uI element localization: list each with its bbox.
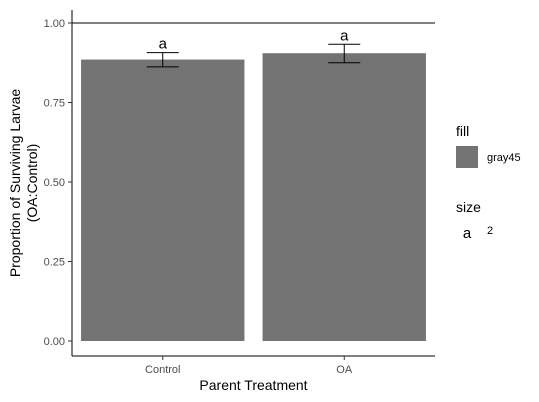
legend-size-title: size	[456, 199, 481, 215]
x-tick-label: Control	[145, 364, 180, 376]
y-tick-label: 0.50	[44, 177, 65, 189]
error-bars	[146, 43, 361, 68]
x-axis-ticks: Control OA	[145, 356, 353, 376]
y-tick-label: 1.00	[44, 18, 65, 30]
x-axis-title: Parent Treatment	[199, 377, 307, 393]
y-axis-ticks: 0.00 0.25 0.50 0.75 1.00	[44, 18, 72, 348]
legend-fill-label: gray45	[487, 152, 521, 164]
significance-label: a	[159, 36, 168, 53]
legend-size-label: 2	[487, 225, 493, 237]
bar-control	[81, 59, 245, 341]
x-tick-label: OA	[336, 364, 353, 376]
significance-label: a	[340, 27, 349, 44]
y-axis-title: Proportion of Surviving Larvae (OA:Contr…	[7, 89, 40, 278]
y-axis-title-line1: Proportion of Surviving Larvae	[7, 89, 23, 278]
y-axis-title-line2: (OA:Control)	[24, 144, 40, 223]
y-tick-label: 0.75	[44, 98, 65, 110]
error-bar-control	[146, 52, 179, 68]
error-bar-oa	[328, 43, 361, 64]
bar-oa	[262, 53, 426, 342]
legend-fill-key	[456, 146, 478, 168]
y-tick-label: 0.00	[44, 336, 65, 348]
legend: fill gray45 size a 2	[456, 123, 521, 242]
bars	[81, 53, 426, 342]
y-tick-label: 0.25	[44, 257, 65, 269]
legend-size-key: a	[463, 225, 472, 242]
legend-fill-title: fill	[456, 123, 469, 139]
